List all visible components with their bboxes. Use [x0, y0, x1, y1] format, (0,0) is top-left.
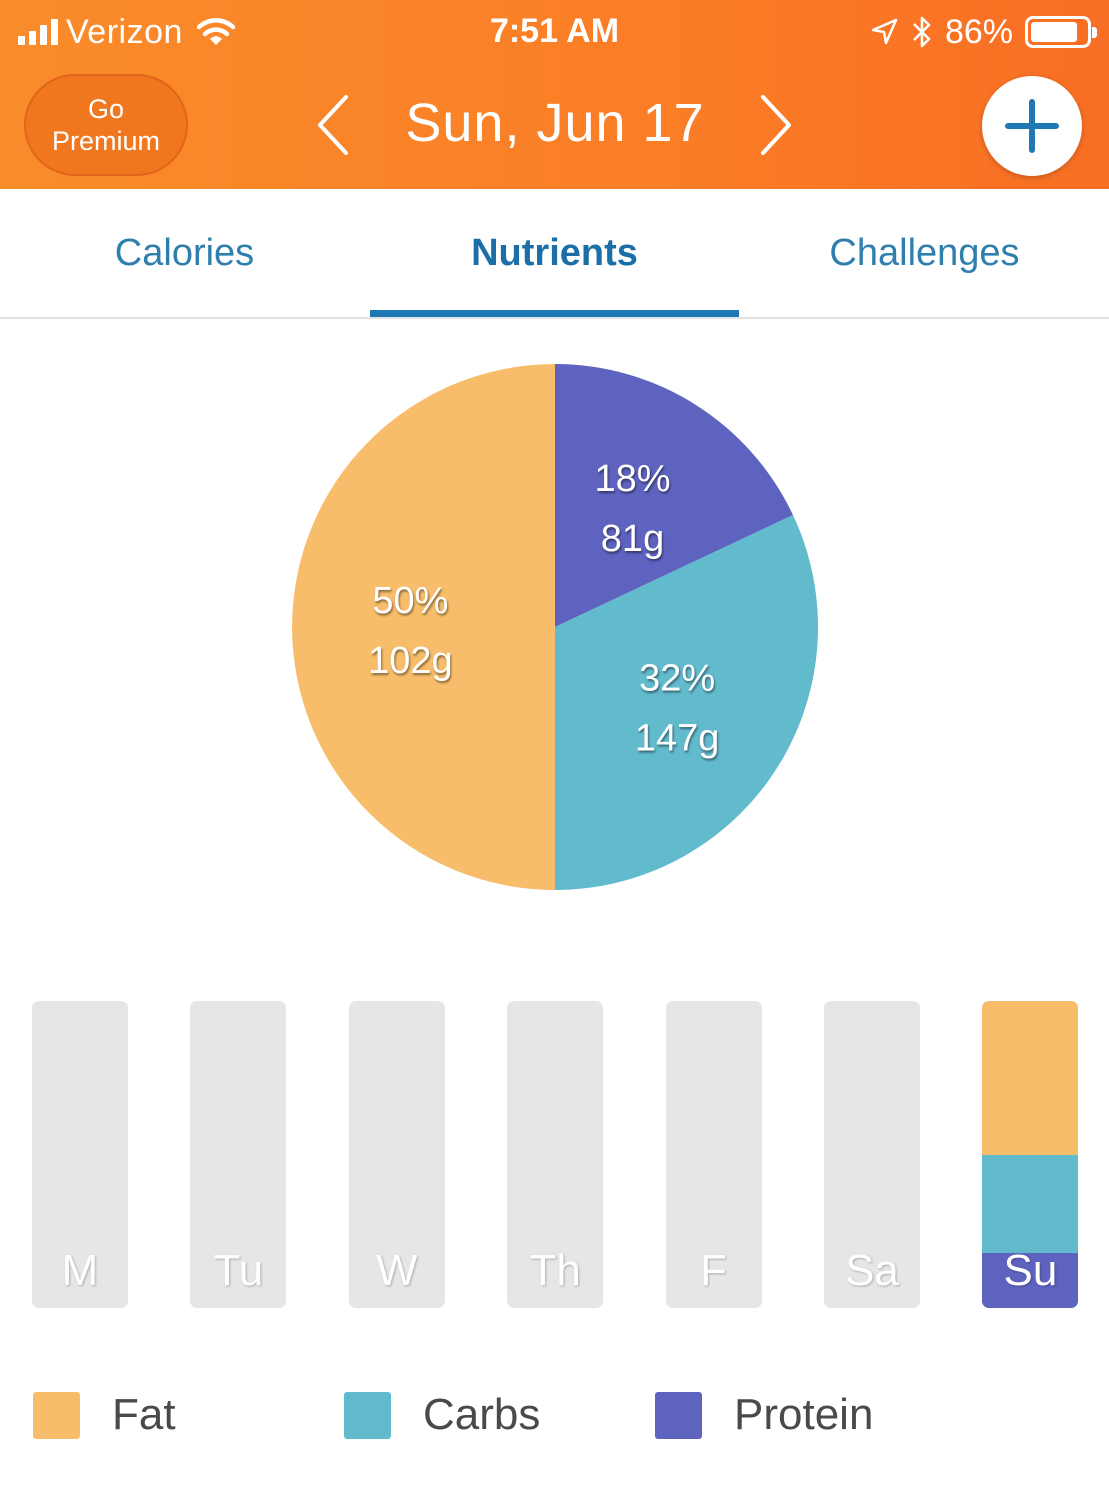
tab-calories[interactable]: Calories — [114, 231, 255, 274]
status-bar: Verizon 7:51 AM 86% — [0, 0, 1109, 64]
weekly-bar-chart: M Tu W Th F Sa Su — [0, 1000, 1109, 1310]
day-bar-f[interactable]: F — [665, 1001, 762, 1308]
location-arrow-icon — [871, 18, 898, 45]
chart-legend: Fat Carbs Protein — [0, 1380, 1109, 1450]
bar-segment-protein — [982, 1252, 1079, 1308]
status-left: Verizon — [18, 10, 235, 54]
pie-grams-label: 102g — [368, 640, 453, 682]
pie-label-carbs: 32% 147g — [635, 658, 720, 760]
legend-swatch — [655, 1391, 702, 1439]
battery-icon — [1025, 16, 1097, 48]
pie-percent-label: 18% — [594, 458, 670, 500]
legend-swatch — [33, 1391, 80, 1439]
day-bar-m[interactable]: M — [32, 1001, 128, 1308]
day-label: Tu — [213, 1246, 264, 1295]
pie-grams-label: 81g — [601, 518, 664, 560]
plus-icon — [1005, 99, 1059, 153]
premium-label-line1: Go — [87, 94, 125, 124]
legend-item-carbs: Carbs — [344, 1380, 540, 1450]
day-bar-w[interactable]: W — [348, 1001, 445, 1308]
day-bar-th[interactable]: Th — [507, 1001, 604, 1308]
day-label: F — [700, 1246, 728, 1295]
bluetooth-icon — [913, 16, 931, 48]
carrier-name: Verizon — [66, 12, 183, 51]
date-title: Sun, Jun 17 — [405, 93, 705, 153]
day-bar-sa[interactable]: Sa — [824, 1001, 920, 1308]
bar-segment-carbs — [982, 1154, 1079, 1253]
app-header: Verizon 7:51 AM 86% Go Premium Sun, Jun … — [0, 0, 1109, 189]
day-label: Su — [1003, 1246, 1058, 1295]
go-premium-button[interactable]: Go Premium — [24, 74, 188, 176]
pie-percent-label: 50% — [372, 580, 448, 622]
wifi-icon — [196, 18, 235, 45]
chevron-right-icon[interactable] — [757, 93, 797, 157]
legend-label: Protein — [734, 1390, 874, 1439]
pie-percent-label: 32% — [639, 658, 715, 700]
pie-slice-fat — [292, 364, 555, 890]
legend-swatch — [344, 1391, 391, 1439]
legend-label: Carbs — [423, 1390, 541, 1439]
add-button[interactable] — [982, 76, 1082, 176]
bar-segment-fat — [982, 1001, 1079, 1155]
pie-slice-protein — [555, 364, 793, 627]
active-tab-indicator — [370, 310, 739, 317]
signal-icon — [18, 19, 58, 45]
day-label: W — [376, 1246, 418, 1295]
day-bar-tu[interactable]: Tu — [190, 1001, 287, 1308]
status-right: 86% — [869, 10, 1097, 54]
pie-label-fat: 50% 102g — [368, 580, 453, 682]
premium-label-line2: Premium — [51, 126, 160, 156]
day-label: M — [61, 1246, 99, 1295]
chevron-left-icon[interactable] — [312, 93, 352, 157]
day-label: Th — [529, 1246, 581, 1295]
tab-bar: Calories Nutrients Challenges — [0, 189, 1109, 319]
legend-label: Fat — [112, 1390, 176, 1439]
status-time: 7:51 AM — [489, 12, 620, 50]
day-bar-su[interactable]: Su — [982, 1001, 1079, 1308]
pie-label-protein: 18%81g — [594, 458, 670, 560]
legend-item-protein: Protein — [655, 1380, 873, 1450]
tab-nutrients[interactable]: Nutrients — [471, 231, 638, 274]
tab-challenges[interactable]: Challenges — [829, 231, 1020, 274]
day-label: Sa — [845, 1246, 899, 1295]
pie-grams-label: 147g — [635, 718, 720, 760]
battery-percent: 86% — [944, 12, 1013, 51]
legend-item-fat: Fat — [33, 1380, 176, 1450]
pie-slice-carbs — [555, 515, 819, 890]
